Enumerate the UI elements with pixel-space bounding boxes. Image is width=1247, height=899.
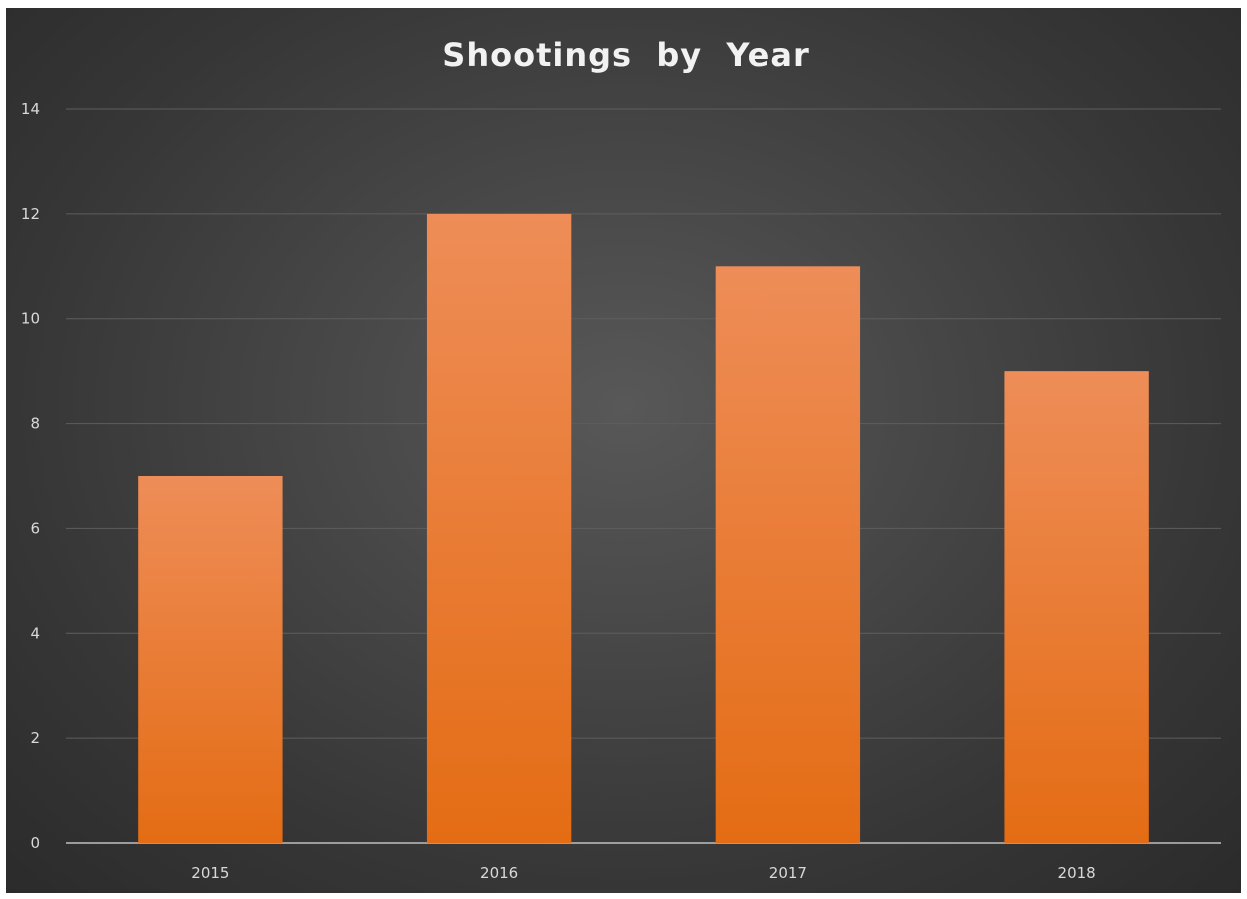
- bar-2017: [715, 266, 861, 843]
- y-axis-ticks: 0 2 4 6 8 10 12 14: [21, 100, 40, 852]
- bar-2015: [138, 476, 283, 843]
- chart-area: Shootings by Year 0 2 4 6 8 10 12 14 2015 2016 20…: [6, 8, 1241, 893]
- x-axis-ticks: 2015 2016 2017 2018: [191, 864, 1095, 882]
- chart-title: Shootings by Year: [442, 36, 809, 74]
- bar-2016: [426, 213, 572, 843]
- y-tick-label: 12: [21, 205, 40, 223]
- bars: [138, 213, 1149, 843]
- y-tick-label: 0: [30, 834, 40, 852]
- y-tick-label: 10: [21, 310, 40, 328]
- bar-2018: [1004, 371, 1149, 843]
- x-tick-label: 2016: [480, 864, 518, 882]
- y-tick-label: 14: [21, 100, 40, 118]
- x-tick-label: 2015: [191, 864, 229, 882]
- x-tick-label: 2017: [769, 864, 807, 882]
- y-tick-label: 4: [30, 624, 40, 642]
- y-tick-label: 8: [30, 415, 40, 433]
- y-tick-label: 2: [30, 729, 40, 747]
- x-tick-label: 2018: [1058, 864, 1096, 882]
- y-tick-label: 6: [30, 519, 40, 537]
